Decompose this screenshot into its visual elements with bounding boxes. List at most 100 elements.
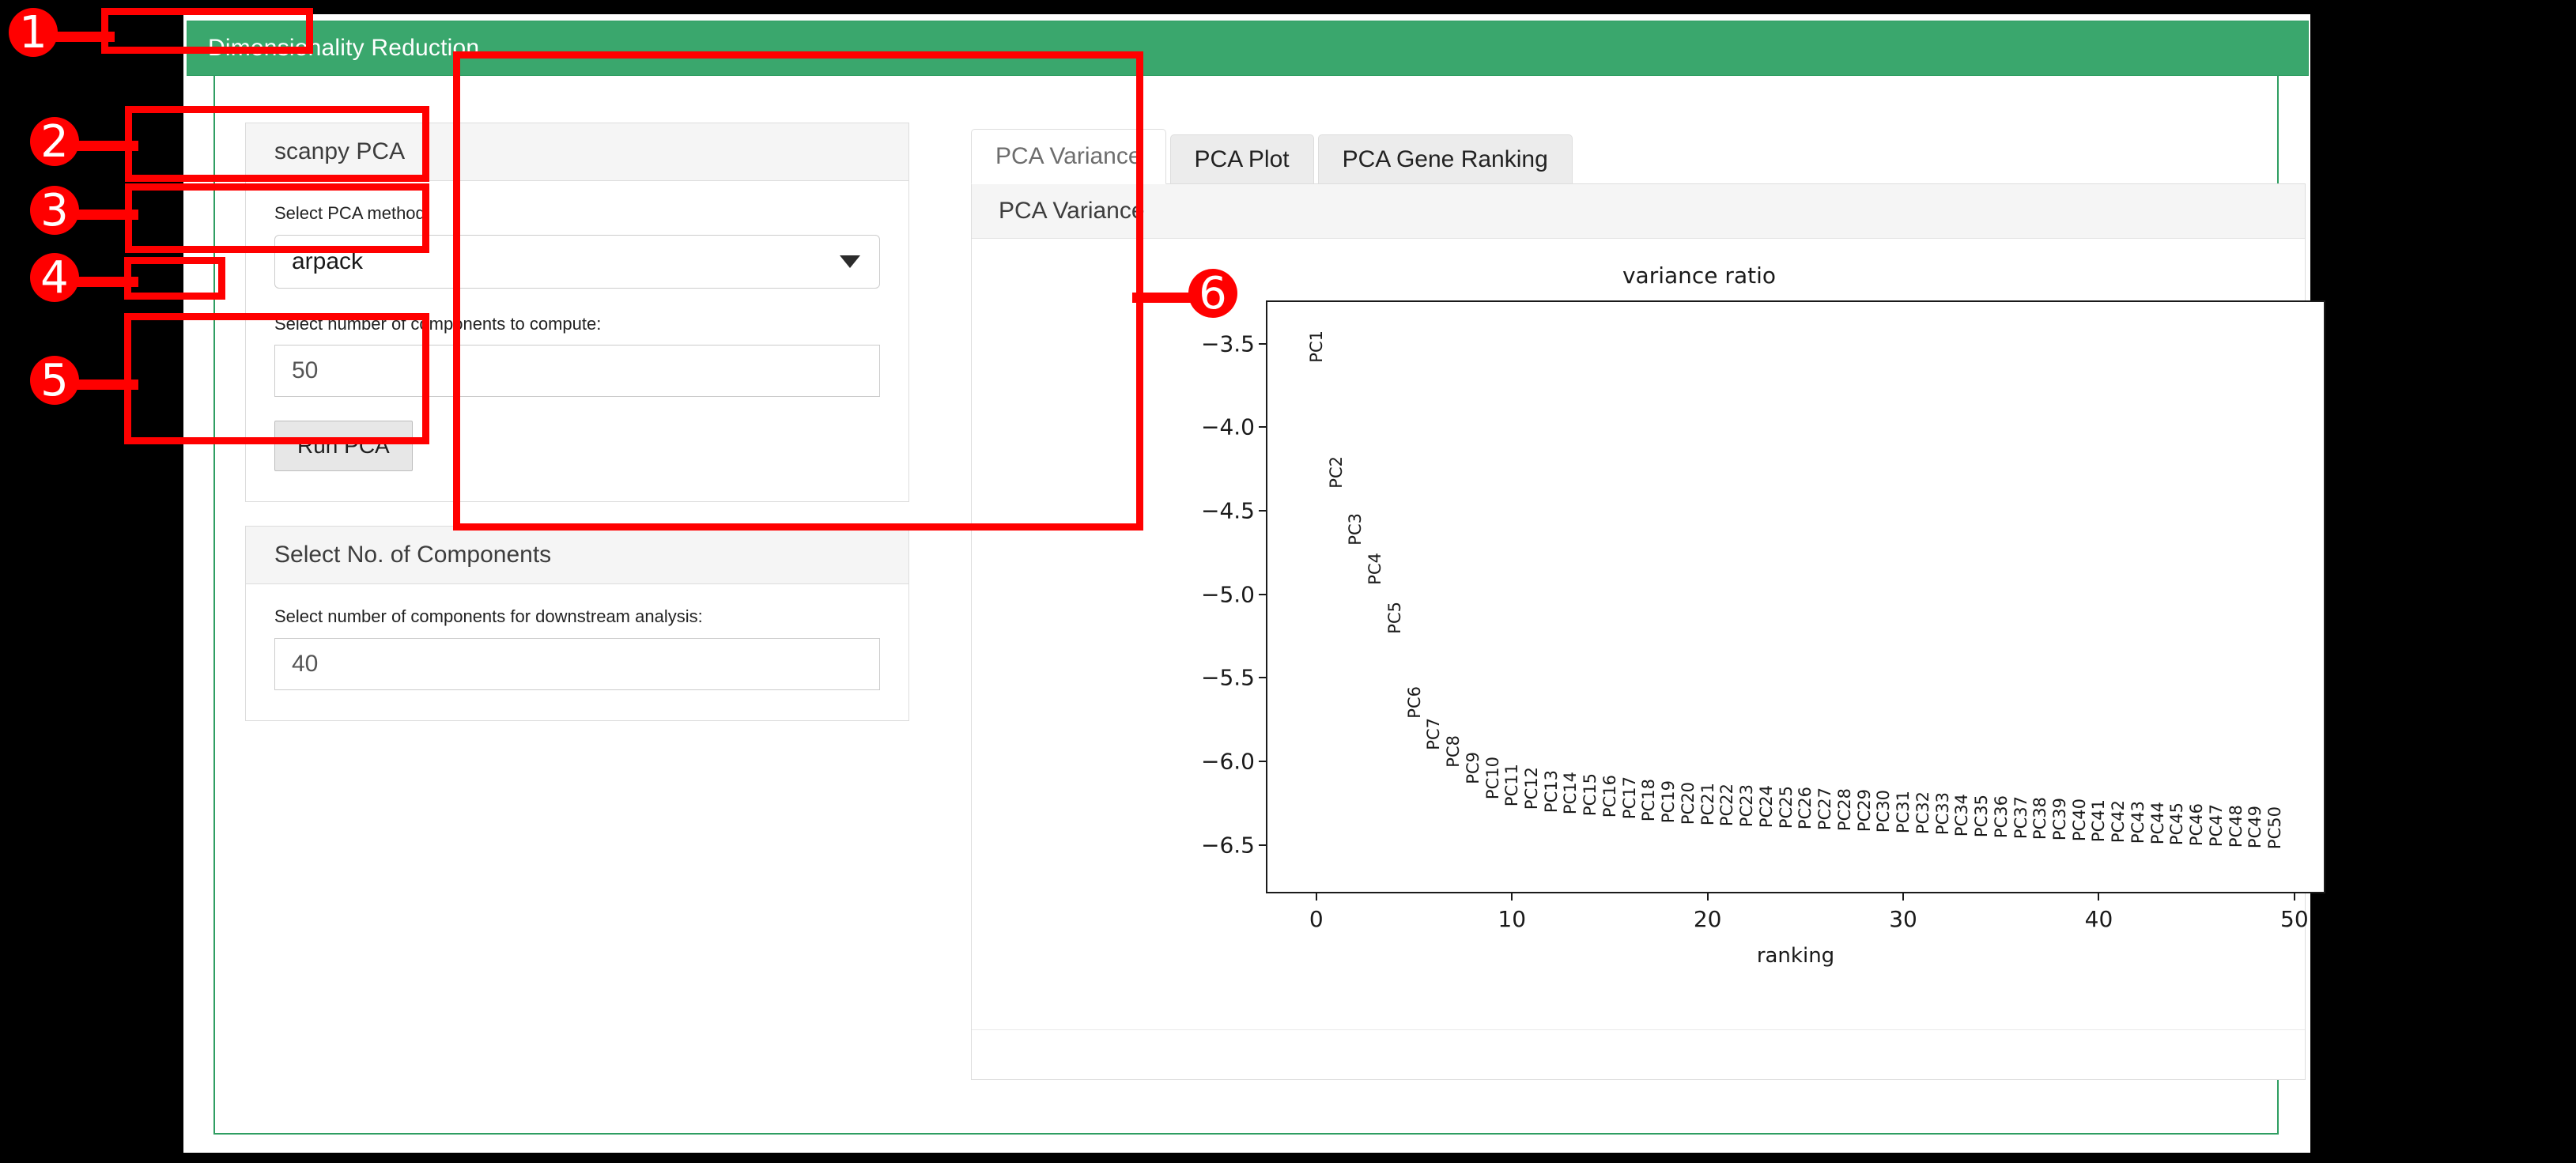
data-point-label: PC13: [1541, 769, 1561, 814]
data-point-label: PC30: [1874, 790, 1894, 833]
annotation-box-1: [101, 8, 313, 54]
data-point-label: PC36: [1991, 795, 2011, 838]
data-point-label: PC33: [1932, 792, 1952, 836]
chart-xlabel: ranking: [1756, 944, 1835, 968]
data-point-label: PC34: [1952, 793, 1972, 836]
x-tick-label: 50: [2280, 906, 2309, 932]
downstream-components-value: 40: [292, 651, 319, 678]
annotation-leader-4: [71, 277, 138, 287]
x-tick-label: 0: [1309, 906, 1324, 932]
data-point-label: PC20: [1678, 781, 1698, 825]
x-tick-label: 20: [1693, 906, 1722, 932]
panel-footer: [972, 1029, 2305, 1079]
variance-ratio-figure: variance ratio −3.5 −4.0 −4.5 −5.0 −5.5 −6.0−…: [1169, 262, 2325, 990]
y-tick-mark: [1259, 342, 1267, 345]
data-point-label: PC23: [1737, 784, 1757, 827]
tab-pca-gene-ranking[interactable]: PCA Gene Ranking: [1317, 134, 1573, 183]
y-tick-label: −5.5: [1201, 664, 1255, 691]
data-point-label: PC10: [1483, 757, 1502, 800]
select-components-card: Select No. of Components Select number o…: [245, 526, 909, 722]
scanpy-pca-card-title: scanpy PCA: [246, 123, 908, 181]
annotation-badge-1: 1: [9, 7, 58, 59]
tab-pca-variance[interactable]: PCA Variance: [971, 129, 1166, 184]
ncomponents-value: 50: [292, 357, 319, 384]
annotation-badge-5: 5: [30, 355, 79, 406]
panel-title: PCA Variance: [972, 184, 2305, 239]
x-tick-mark: [1511, 892, 1513, 901]
annotation-box-2: [125, 106, 429, 182]
annotation-leader-2: [71, 141, 138, 151]
y-tick-mark: [1259, 510, 1267, 512]
data-point-label: PC31: [1894, 791, 1913, 834]
data-point-label: PC8: [1444, 734, 1464, 768]
y-tick-label: −4.0: [1201, 413, 1255, 440]
data-point-label: PC50: [2265, 806, 2285, 850]
x-tick-label: 10: [1498, 906, 1527, 932]
data-point-label: PC46: [2187, 803, 2207, 847]
data-point-label: PC45: [2167, 802, 2187, 846]
annotation-box-3: [125, 183, 429, 253]
data-point-label: PC21: [1698, 782, 1717, 825]
data-point-label: PC32: [1913, 791, 1932, 835]
data-point-label: PC15: [1581, 773, 1600, 817]
scanpy-pca-card-body: Select PCA method: arpack Select number …: [246, 181, 908, 501]
data-point-label: PC5: [1384, 601, 1404, 634]
downstream-components-label: Select number of components for downstre…: [274, 606, 703, 627]
x-tick-mark: [2098, 892, 2100, 901]
y-tick-label: −6.5: [1201, 832, 1255, 859]
data-point-label: PC29: [1854, 789, 1874, 833]
data-point-label: PC39: [2050, 797, 2069, 840]
data-point-label: PC18: [1639, 778, 1659, 821]
data-point-label: PC2: [1326, 455, 1346, 489]
data-point-label: PC48: [2226, 805, 2246, 848]
data-point-label: PC4: [1365, 553, 1385, 585]
x-tick-mark: [1315, 892, 1317, 901]
panel-body: variance ratio −3.5 −4.0 −4.5 −5.0 −5.5 −6.0−…: [972, 239, 2325, 1029]
annotation-leader-3: [71, 210, 138, 220]
data-point-label: PC27: [1815, 787, 1835, 831]
data-point-label: PC11: [1502, 763, 1522, 806]
y-tick-mark: [1259, 426, 1267, 429]
data-point-label: PC26: [1796, 787, 1815, 830]
x-tick-mark: [1706, 892, 1709, 901]
data-point-label: PC38: [2030, 796, 2050, 840]
data-point-label: PC22: [1717, 783, 1737, 826]
chart-title: variance ratio: [1622, 262, 1776, 289]
data-point-label: PC6: [1404, 686, 1424, 719]
y-tick-mark: [1259, 677, 1267, 679]
annotation-box-5: [124, 313, 429, 444]
data-point-label: PC44: [2147, 802, 2167, 845]
right-results-column: PCA Variance PCA Plot PCA Gene Ranking P…: [971, 126, 2325, 1080]
data-point-label: PC40: [2069, 798, 2089, 841]
annotation-box-6: [453, 51, 1143, 531]
data-point-label: PC14: [1561, 772, 1581, 815]
annotation-badge-4: 4: [30, 252, 79, 304]
downstream-components-input[interactable]: 40: [274, 638, 880, 691]
tab-strip: PCA Variance PCA Plot PCA Gene Ranking: [971, 126, 2306, 184]
y-tick-label: −5.0: [1201, 581, 1255, 608]
y-tick-label: −6.0: [1201, 748, 1255, 775]
annotation-leader-5: [71, 379, 138, 390]
pca-method-select[interactable]: arpack: [274, 234, 880, 289]
data-point-label: PC42: [2109, 799, 2128, 844]
chevron-down-icon: [840, 255, 860, 268]
data-point-label: PC28: [1834, 788, 1854, 832]
x-tick-label: 30: [1889, 906, 1917, 932]
data-point-label: PC17: [1619, 776, 1639, 820]
ncomponents-input[interactable]: 50: [274, 345, 880, 398]
plot-area: −3.5 −4.0 −4.5 −5.0 −5.5 −6.0 −6.5 0 10 20 30 40 50 P…: [1201, 300, 2325, 932]
pca-variance-panel: PCA Variance variance ratio −3.5 −4.0 −4.5…: [971, 184, 2325, 1080]
data-point-label: PC43: [2128, 801, 2147, 844]
annotation-badge-3: 3: [30, 185, 79, 236]
data-point-label: PC16: [1600, 775, 1619, 818]
y-tick-label: −3.5: [1201, 330, 1255, 357]
data-point-label: PC35: [1972, 794, 1992, 837]
select-components-card-body: Select number of components for downstre…: [246, 584, 908, 720]
pca-method-label: Select PCA method:: [274, 203, 430, 223]
annotation-box-4: [124, 257, 225, 300]
data-point-label: PC37: [2011, 795, 2030, 839]
y-tick-mark: [1259, 844, 1267, 846]
select-components-card-title: Select No. of Components: [246, 527, 908, 585]
data-point-label: PC9: [1463, 751, 1483, 784]
tab-pca-plot[interactable]: PCA Plot: [1169, 134, 1314, 183]
